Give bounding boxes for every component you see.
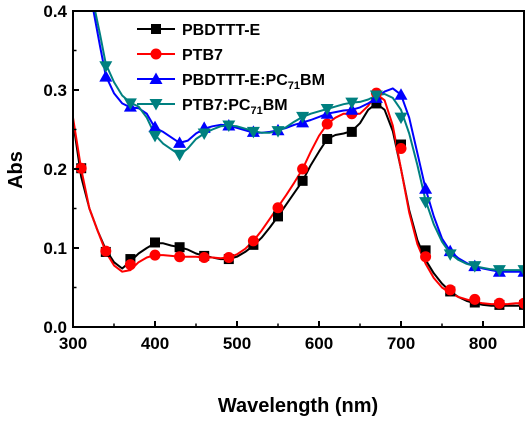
legend-label-pbdttt-e: PBDTTT-E (182, 22, 261, 39)
x-tick-label: 700 (387, 334, 415, 353)
data-point-ptb7 (273, 202, 284, 213)
data-point-pbdttt-e (175, 242, 185, 252)
data-point-ptb7 (125, 259, 136, 270)
y-tick-label: 0.4 (43, 2, 67, 21)
y-axis-title: Abs (5, 151, 27, 189)
y-tick-label: 0.0 (43, 318, 67, 337)
legend-marker-ptb7 (151, 49, 162, 60)
data-point-ptb7 (469, 294, 480, 305)
data-point-ptb7 (223, 252, 234, 263)
data-point-ptb7 (396, 143, 407, 154)
y-tick-label: 0.3 (43, 81, 67, 100)
data-point-ptb7 (420, 251, 431, 262)
legend-label-ptb7: PTB7 (182, 47, 223, 64)
data-point-ptb7 (199, 252, 210, 263)
data-point-pbdttt-e (347, 127, 357, 137)
y-tick-label: 0.1 (43, 239, 67, 258)
data-point-pbdttt-e (150, 237, 160, 247)
x-tick-label: 500 (223, 334, 251, 353)
data-point-ptb7 (494, 298, 505, 309)
legend-marker-pbdttt-e (151, 24, 161, 34)
data-point-pbdttt-e (322, 134, 332, 144)
data-point-ptb7 (150, 250, 161, 261)
data-point-ptb7 (297, 164, 308, 175)
y-tick-label: 0.2 (43, 160, 67, 179)
x-tick-label: 800 (469, 334, 497, 353)
data-point-ptb7 (100, 246, 111, 257)
x-axis-title: Wavelength (nm) (218, 395, 378, 417)
data-point-pbdttt-e (298, 176, 308, 186)
x-tick-label: 400 (141, 334, 169, 353)
data-point-ptb7 (445, 284, 456, 295)
data-point-ptb7 (322, 118, 333, 129)
x-tick-label: 600 (305, 334, 333, 353)
data-point-ptb7 (174, 251, 185, 262)
data-point-ptb7 (248, 235, 259, 246)
